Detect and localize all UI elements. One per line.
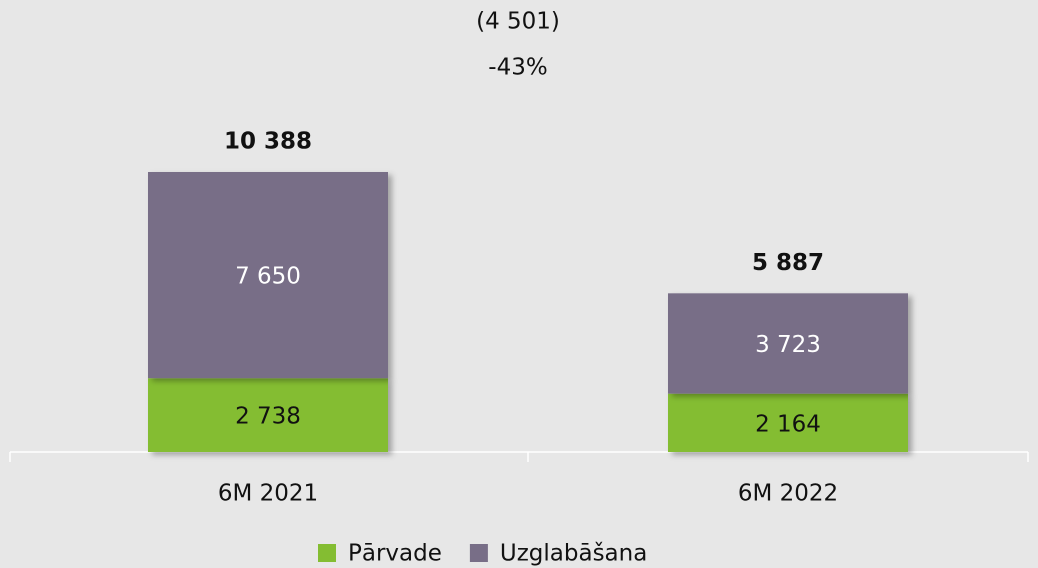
total-label: 10 388 xyxy=(224,129,312,155)
value-label: 2 738 xyxy=(235,404,301,430)
annotation: -43% xyxy=(488,55,547,81)
bar-segment xyxy=(148,172,388,379)
bar-segment xyxy=(148,378,388,452)
value-label: 7 650 xyxy=(235,264,301,290)
legend-swatch xyxy=(318,544,336,562)
annotation: (4 501) xyxy=(476,9,560,35)
legend-label: Uzglabāšana xyxy=(500,541,647,567)
legend-label: Pārvade xyxy=(348,541,442,567)
bar-segment xyxy=(668,293,908,394)
value-label: 2 164 xyxy=(755,411,821,437)
bar-segment xyxy=(668,393,908,452)
total-label: 5 887 xyxy=(752,250,824,276)
x-tick-label: 6M 2022 xyxy=(738,481,838,507)
value-label: 3 723 xyxy=(755,332,821,358)
x-tick-label: 6M 2021 xyxy=(218,481,318,507)
legend-swatch xyxy=(469,544,488,562)
